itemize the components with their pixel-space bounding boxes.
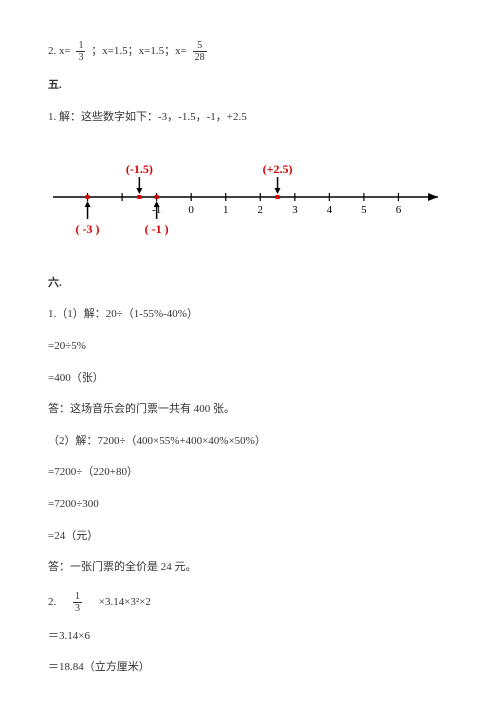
section-6-line: 答：一张门票的全价是 24 元。 [48,559,452,577]
section-6-line: =24（元） [48,528,452,546]
section-6-line: =400（张） [48,370,452,388]
section-6-line: =7200÷（220+80） [48,464,452,482]
section-6-header: 六. [48,275,452,293]
section-5-line1: 1. 解：这些数字如下：-3，-1.5，-1，+2.5 [48,109,452,127]
section-6-item2: 2. 1 3 ×3.14×3²×2 [48,591,452,614]
section-6-line: =20÷5% [48,338,452,356]
number-line: -10123456(-1.5)(+2.5)( -3 )( -1 ) [48,152,452,249]
s6-i2-frac: 1 3 [73,591,82,614]
svg-text:(-1.5): (-1.5) [126,162,153,176]
section-6-line: （2）解：7200÷（400×55%+400×40%×50%） [48,433,452,451]
svg-text:(+2.5): (+2.5) [263,162,293,176]
svg-text:1: 1 [223,204,229,216]
svg-text:3: 3 [292,204,298,216]
section-6-after: ＝3.14×6 ＝18.84（立方厘米） [48,628,452,677]
number-line-svg: -10123456(-1.5)(+2.5)( -3 )( -1 ) [48,152,448,242]
s6-i2-frac-num: 1 [73,591,82,603]
svg-text:0: 0 [188,204,194,216]
problem-2-line: 2. x= 1 3 ；x=1.5；x=1.5；x= 5 28 [48,40,452,63]
p2-frac2-den: 28 [193,52,207,63]
svg-text:2: 2 [258,204,264,216]
p2-frac1: 1 3 [76,40,85,63]
p2-frac1-den: 3 [76,52,85,63]
svg-text:5: 5 [361,204,367,216]
section-6-line: 答：这场音乐会的门票一共有 400 张。 [48,401,452,419]
p2-middle: ；x=1.5；x=1.5；x= [91,45,187,57]
p2-frac1-num: 1 [76,40,85,52]
p2-prefix: 2. x= [48,45,71,57]
svg-text:6: 6 [396,204,402,216]
svg-text:( -3 ): ( -3 ) [76,222,100,236]
section-6-after-line: ＝3.14×6 [48,628,452,646]
svg-text:( -1 ): ( -1 ) [145,222,169,236]
s6-i2-frac-den: 3 [73,603,82,614]
p2-frac2: 5 28 [193,40,207,63]
p2-frac2-num: 5 [193,40,207,52]
section-6-line: =7200÷300 [48,496,452,514]
s6-i2-prefix: 2. [48,596,67,608]
section-5-header: 五. [48,77,452,95]
section-6-after-line: ＝18.84（立方厘米） [48,659,452,677]
section-6-body: 1.（1）解：20÷（1-55%-40%） =20÷5% =400（张） 答：这场音乐… [48,306,452,576]
section-6-line: 1.（1）解：20÷（1-55%-40%） [48,306,452,324]
svg-text:4: 4 [327,204,333,216]
s6-i2-rest: ×3.14×3²×2 [88,596,151,608]
